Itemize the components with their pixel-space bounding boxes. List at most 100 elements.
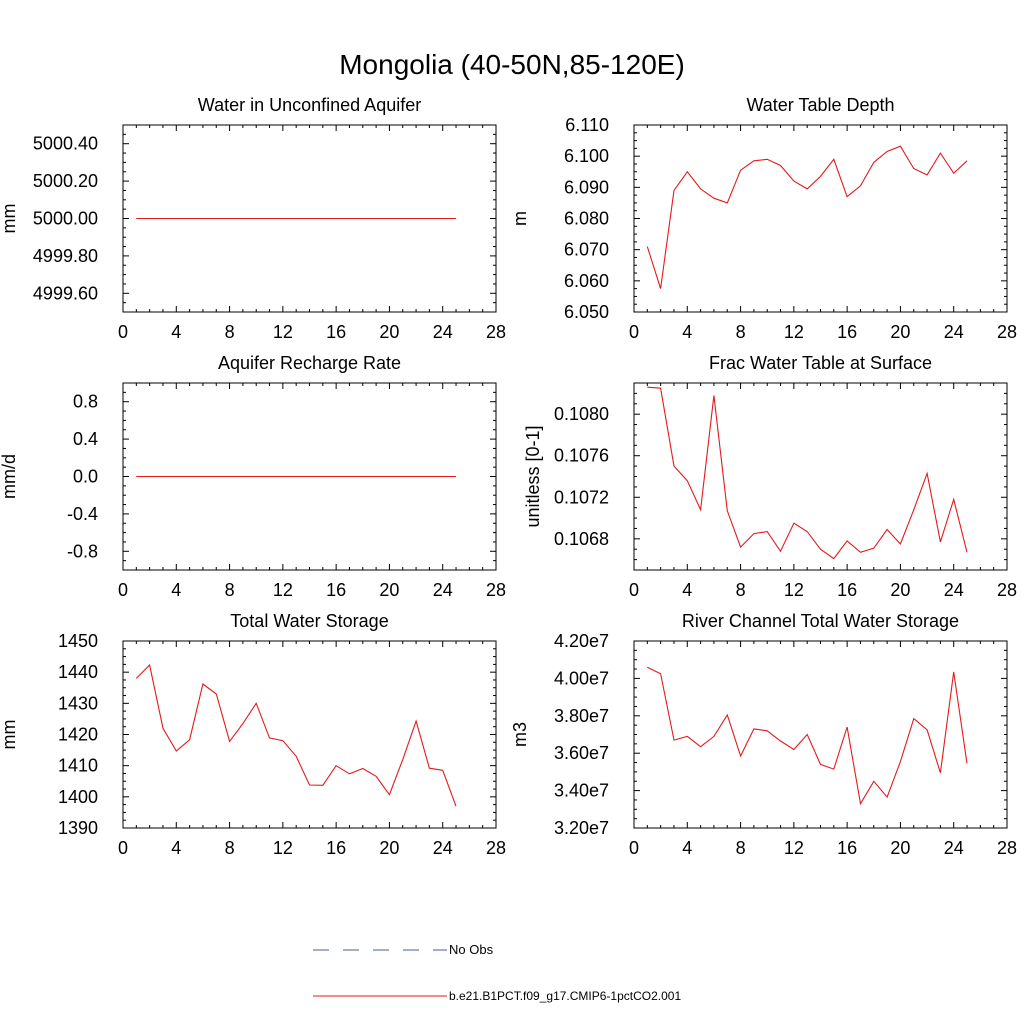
panel-title: River Channel Total Water Storage	[682, 611, 959, 631]
panel-3: Aquifer Recharge Rate 0 4 8 12 16 20 24 28 -0.8 -0…	[0, 353, 506, 600]
x-tick-label: 12	[784, 838, 804, 858]
x-tick-label: 24	[433, 580, 453, 600]
series-line	[647, 386, 968, 560]
y-tick-label: 1440	[58, 662, 98, 682]
x-tick-label: 12	[273, 322, 293, 342]
x-tick-label: 24	[944, 838, 964, 858]
plot-frame	[633, 124, 1008, 313]
x-tick-label: 12	[273, 580, 293, 600]
x-tick-label: 4	[171, 838, 181, 858]
x-tick-label: 4	[682, 838, 692, 858]
x-tick-label: 12	[784, 322, 804, 342]
panel-title: Total Water Storage	[230, 611, 388, 631]
y-tick-label: 4.20e7	[554, 631, 609, 651]
x-tick-label: 8	[225, 322, 235, 342]
y-tick-label: 4.00e7	[554, 668, 609, 688]
series-line	[646, 145, 968, 289]
y-tick-label: -0.4	[67, 504, 98, 524]
y-tick-label: 0.1068	[554, 529, 609, 549]
x-tick-label: 16	[326, 838, 346, 858]
x-tick-label: 8	[736, 322, 746, 342]
y-axis-label: mm	[0, 204, 19, 234]
x-tick-label: 12	[273, 838, 293, 858]
x-tick-label: 24	[433, 322, 453, 342]
y-axis-label: mm	[0, 720, 19, 750]
x-tick-label: 20	[379, 838, 399, 858]
y-tick-label: 5000.00	[33, 209, 98, 229]
x-tick-label: 16	[326, 322, 346, 342]
x-tick-label: 20	[379, 580, 399, 600]
x-tick-label: 16	[837, 580, 857, 600]
y-tick-label: 0.0	[73, 467, 98, 487]
y-tick-label: 0.4	[73, 429, 98, 449]
x-tick-label: 8	[225, 838, 235, 858]
panel-title: Water Table Depth	[746, 95, 894, 115]
y-tick-label: 6.100	[564, 146, 609, 166]
y-tick-label: 6.090	[564, 177, 609, 197]
y-tick-label: 3.60e7	[554, 743, 609, 763]
y-tick-label: 3.40e7	[554, 781, 609, 801]
y-tick-label: 3.20e7	[554, 818, 609, 838]
x-tick-label: 0	[629, 838, 639, 858]
y-tick-label: 1430	[58, 693, 98, 713]
y-tick-label: 1450	[58, 631, 98, 651]
y-tick-label: 6.080	[564, 209, 609, 229]
x-tick-label: 12	[784, 580, 804, 600]
y-tick-label: 6.110	[565, 115, 609, 135]
x-tick-label: 28	[997, 838, 1017, 858]
y-tick-label: 0.8	[73, 392, 98, 412]
y-tick-label: 3.80e7	[554, 706, 609, 726]
x-tick-label: 20	[890, 580, 910, 600]
y-tick-label: 6.060	[564, 271, 609, 291]
x-tick-label: 4	[682, 322, 692, 342]
series-line	[135, 663, 457, 807]
y-tick-label: 0.1076	[554, 446, 609, 466]
x-tick-label: 24	[944, 322, 964, 342]
x-tick-label: 16	[837, 838, 857, 858]
x-tick-label: 0	[629, 322, 639, 342]
legend-label-model: b.e21.B1PCT.f09_g17.CMIP6-1pctCO2.001	[449, 989, 681, 1003]
y-tick-label: 6.070	[564, 240, 609, 260]
x-tick-label: 0	[118, 322, 128, 342]
x-tick-label: 0	[629, 580, 639, 600]
y-tick-label: 4999.80	[33, 246, 98, 266]
x-tick-label: 0	[118, 838, 128, 858]
y-tick-label: 1420	[58, 725, 98, 745]
plot-frame	[122, 640, 497, 829]
plot-frame	[633, 382, 1008, 571]
x-tick-label: 8	[225, 580, 235, 600]
figure-title: Mongolia (40-50N,85-120E)	[339, 49, 685, 80]
y-axis-label: m	[510, 211, 530, 226]
x-tick-label: 16	[837, 322, 857, 342]
x-tick-label: 20	[890, 322, 910, 342]
x-tick-label: 28	[486, 580, 506, 600]
x-tick-label: 0	[118, 580, 128, 600]
panel-title: Water in Unconfined Aquifer	[198, 95, 421, 115]
panel-6: River Channel Total Water Storage 0 4 8 12 16…	[510, 611, 1017, 858]
y-tick-label: 1410	[58, 756, 98, 776]
y-tick-label: 0.1080	[554, 404, 609, 424]
panel-1: Water in Unconfined Aquifer 0 4 8 12 16 20 24 28…	[0, 95, 506, 342]
x-tick-label: 28	[486, 322, 506, 342]
x-tick-label: 24	[944, 580, 964, 600]
x-tick-label: 28	[486, 838, 506, 858]
x-tick-label: 20	[890, 838, 910, 858]
x-tick-label: 16	[326, 580, 346, 600]
y-axis-label: mm/d	[0, 454, 19, 499]
x-tick-label: 24	[433, 838, 453, 858]
x-tick-label: 28	[997, 322, 1017, 342]
y-tick-label: 5000.40	[33, 134, 98, 154]
x-tick-label: 8	[736, 838, 746, 858]
y-axis-label: unitless [0-1]	[523, 425, 543, 527]
y-tick-label: 5000.20	[33, 171, 98, 191]
x-tick-label: 4	[171, 580, 181, 600]
y-tick-label: 6.050	[564, 302, 609, 322]
y-tick-label: 1400	[58, 787, 98, 807]
panel-title: Frac Water Table at Surface	[709, 353, 932, 373]
panel-4: Frac Water Table at Surface 0 4 8 12 16 20 24 28…	[523, 353, 1017, 600]
plot-frame	[633, 640, 1008, 829]
panel-5: Total Water Storage 0 4 8 12 16 20 24 28 1390 1400…	[0, 611, 506, 858]
y-tick-label: 1390	[58, 818, 98, 838]
legend: No Obs b.e21.B1PCT.f09_g17.CMIP6-1pctCO2…	[313, 942, 681, 1003]
y-tick-label: -0.8	[67, 541, 98, 561]
